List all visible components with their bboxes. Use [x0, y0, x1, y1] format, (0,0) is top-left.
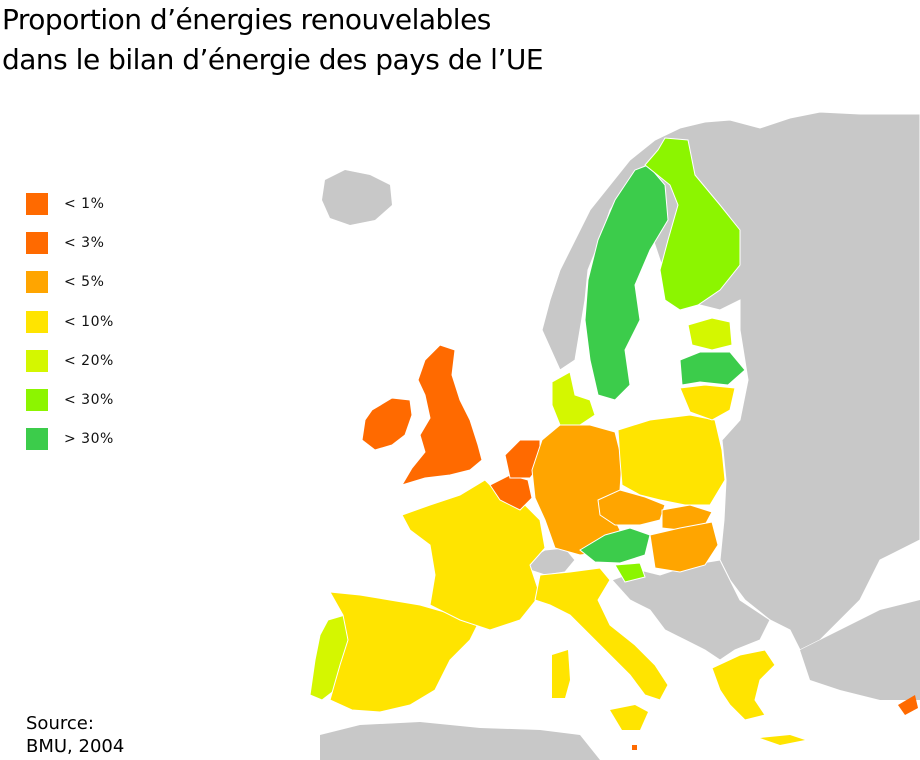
source-note: Source: BMU, 2004: [26, 712, 124, 758]
source-value: BMU, 2004: [26, 736, 125, 757]
legend-item: < 1%: [26, 184, 114, 223]
legend-label: > 30%: [64, 431, 114, 448]
legend: < 1% < 3% < 5% < 10% < 20% < 30% > 30%: [26, 184, 114, 459]
legend-swatch: [26, 389, 48, 412]
legend-swatch: [26, 271, 48, 294]
legend-item: < 20%: [26, 341, 114, 380]
country-estonia: [687, 317, 733, 351]
legend-swatch: [26, 192, 48, 215]
source-label: Source:: [26, 713, 94, 734]
country-austria: [579, 527, 651, 564]
legend-item: < 10%: [26, 302, 114, 341]
country-italy-sardinia: [552, 650, 570, 698]
country-germany: [531, 424, 623, 556]
legend-item: < 3%: [26, 223, 114, 262]
legend-label: < 10%: [64, 313, 114, 330]
country-malta: [632, 745, 637, 750]
title-line-2: dans le bilan d’énergie des pays de l’UE: [2, 43, 544, 76]
title-line-1: Proportion d’énergies renouvelables: [2, 3, 491, 36]
country-slovenia: [614, 562, 646, 583]
legend-swatch: [26, 231, 48, 254]
legend-label: < 3%: [64, 234, 105, 251]
country-greece: [711, 649, 776, 721]
region-switzerland: [527, 547, 576, 576]
region-iceland: [322, 170, 392, 225]
country-finland: [644, 137, 741, 311]
country-france: [401, 479, 546, 631]
map-title: Proportion d’énergies renouvelables dans…: [2, 0, 544, 80]
country-greece-crete: [760, 735, 805, 745]
country-denmark: [551, 371, 596, 426]
region-north-africa: [320, 722, 600, 760]
region-turkey: [800, 600, 920, 700]
country-hungary: [649, 521, 719, 573]
country-cyprus: [898, 695, 918, 715]
legend-swatch: [26, 310, 48, 333]
legend-item: < 5%: [26, 263, 114, 302]
legend-swatch: [26, 349, 48, 372]
country-italy-sicily: [610, 705, 648, 730]
country-uk: [400, 344, 483, 486]
legend-swatch: [26, 428, 48, 451]
legend-label: < 30%: [64, 392, 114, 409]
country-ireland: [361, 397, 413, 451]
legend-label: < 5%: [64, 274, 105, 291]
legend-item: > 30%: [26, 420, 114, 459]
country-latvia: [679, 351, 746, 386]
legend-label: < 1%: [64, 195, 105, 212]
country-sweden: [584, 164, 669, 401]
country-lithuania: [679, 384, 736, 421]
country-czech: [597, 489, 666, 526]
country-italy: [534, 567, 669, 701]
country-spain: [329, 591, 481, 713]
legend-item: < 30%: [26, 380, 114, 419]
country-poland: [617, 414, 726, 506]
legend-label: < 20%: [64, 352, 114, 369]
